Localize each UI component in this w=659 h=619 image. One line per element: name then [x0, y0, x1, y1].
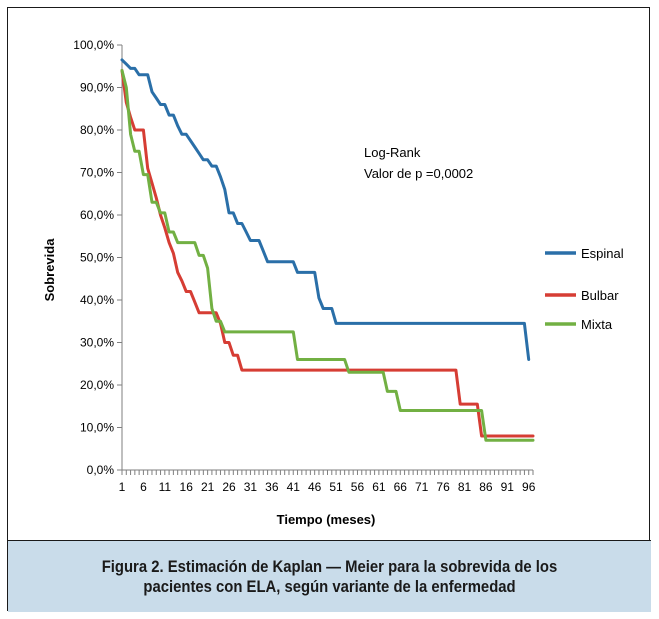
annotation-line-2: Valor de p =0,0002 [364, 166, 473, 181]
x-tick-label: 61 [372, 480, 386, 494]
x-tick-label: 46 [308, 480, 322, 494]
y-tick-label: 50,0% [80, 251, 114, 265]
x-tick-label: 6 [140, 480, 147, 494]
x-tick-label: 11 [159, 480, 172, 494]
y-tick-label: 0,0% [87, 463, 115, 477]
y-ticks: 0,0% 10,0% 20,0% 30,0% 40,0% 50,0% 60,0% 70,0% 8… [73, 38, 122, 477]
x-tick-label: 66 [394, 480, 408, 494]
x-tick-label: 96 [522, 480, 536, 494]
x-tick-label: 41 [287, 480, 301, 494]
y-tick-label: 10,0% [80, 421, 114, 435]
x-tick-label: 81 [458, 480, 472, 494]
series-line-espinal [120, 58, 531, 361]
x-tick-label: 76 [436, 480, 450, 494]
x-axis-label: Tiempo (meses) [277, 512, 376, 527]
y-tick-label: 80,0% [80, 123, 114, 137]
legend-label-mixta: Mixta [581, 317, 613, 332]
x-tick-label: 91 [501, 480, 515, 494]
x-tick-label: 71 [415, 480, 429, 494]
x-tick-label: 56 [351, 480, 365, 494]
x-tick-label: 16 [180, 480, 194, 494]
kaplan-meier-chart: 0,0% 10,0% 20,0% 30,0% 40,0% 50,0% 60,0% 70,0% 8… [42, 38, 624, 527]
x-ticks: 1 6 11 16 21 26 31 36 41 46 51 56 61 66 71 76 81 86 91 96 [119, 470, 536, 494]
y-axis-label: Sobrevida [42, 238, 57, 302]
series-line-mixta [120, 69, 535, 442]
x-tick-label: 26 [222, 480, 236, 494]
y-tick-label: 60,0% [80, 208, 114, 222]
y-tick-label: 40,0% [80, 293, 114, 307]
legend: Espinal Bulbar Mixta [545, 246, 624, 332]
series-line-bulbar [120, 69, 535, 438]
y-tick-label: 70,0% [80, 166, 114, 180]
x-tick-label: 21 [201, 480, 215, 494]
caption-text: Figura 2. Estimación de Kaplan — Meier p… [101, 557, 558, 596]
annotation-line-1: Log-Rank [364, 145, 421, 160]
chart-area: 0,0% 10,0% 20,0% 30,0% 40,0% 50,0% 60,0% 70,0% 8… [8, 8, 651, 540]
axes [121, 45, 533, 471]
x-tick-label: 31 [244, 480, 258, 494]
x-tick-label: 1 [119, 480, 126, 494]
legend-label-bulbar: Bulbar [581, 288, 619, 303]
x-tick-label: 51 [329, 480, 343, 494]
x-tick-label: 36 [265, 480, 279, 494]
y-tick-label: 100,0% [73, 38, 114, 52]
legend-label-espinal: Espinal [581, 246, 624, 261]
figure-caption: Figura 2. Estimación de Kaplan — Meier p… [8, 540, 651, 612]
series-lines [120, 58, 535, 442]
y-tick-label: 30,0% [80, 336, 114, 350]
x-tick-label: 86 [479, 480, 493, 494]
y-tick-label: 90,0% [80, 81, 114, 95]
y-tick-label: 20,0% [80, 378, 114, 392]
figure-frame: 0,0% 10,0% 20,0% 30,0% 40,0% 50,0% 60,0% 70,0% 8… [7, 7, 651, 612]
